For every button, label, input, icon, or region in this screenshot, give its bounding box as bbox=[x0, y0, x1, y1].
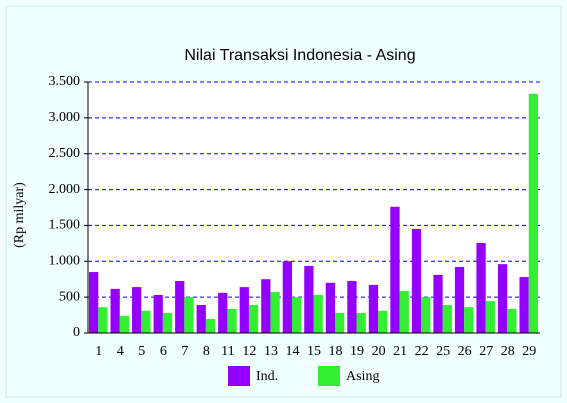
bar bbox=[227, 308, 237, 333]
bar bbox=[184, 297, 194, 333]
bar bbox=[162, 312, 173, 333]
bar bbox=[248, 305, 259, 333]
x-tick-label: 18 bbox=[329, 344, 343, 359]
bar bbox=[485, 301, 495, 333]
y-tick-label: 500 bbox=[59, 289, 80, 304]
bar bbox=[98, 307, 108, 333]
bar bbox=[519, 277, 529, 333]
bar bbox=[335, 312, 345, 333]
bar bbox=[356, 312, 366, 333]
bar bbox=[325, 282, 336, 333]
x-tick-label: 4 bbox=[117, 344, 124, 359]
bar bbox=[89, 272, 99, 333]
x-tick-label: 19 bbox=[350, 344, 364, 359]
bar bbox=[132, 287, 142, 333]
legend-label: Ind. bbox=[256, 369, 278, 384]
bar bbox=[497, 264, 508, 333]
y-tick-label: 3.500 bbox=[49, 74, 81, 89]
x-tick-label: 11 bbox=[221, 344, 234, 359]
x-tick-label: 14 bbox=[285, 344, 299, 359]
bar bbox=[141, 310, 151, 333]
y-tick-label: 1.500 bbox=[49, 218, 81, 233]
x-tick-label: 13 bbox=[264, 344, 278, 359]
x-tick-label: 1 bbox=[95, 344, 102, 359]
bar bbox=[282, 261, 292, 333]
bar bbox=[347, 281, 357, 333]
bar bbox=[261, 279, 271, 333]
bar bbox=[528, 93, 538, 333]
bar bbox=[476, 242, 486, 333]
bar bbox=[175, 281, 185, 333]
x-tick-label: 26 bbox=[458, 344, 472, 359]
x-tick-label: 20 bbox=[372, 344, 386, 359]
bar bbox=[399, 291, 409, 333]
bar bbox=[239, 287, 249, 333]
x-tick-label: 6 bbox=[160, 344, 167, 359]
bar bbox=[153, 294, 163, 333]
x-tick-label: 15 bbox=[307, 344, 321, 359]
legend-swatch bbox=[318, 366, 340, 386]
bar bbox=[368, 284, 379, 333]
bar bbox=[442, 305, 452, 333]
bar bbox=[464, 307, 474, 333]
bar bbox=[390, 206, 400, 333]
legend-label: Asing bbox=[346, 369, 379, 384]
x-tick-label: 5 bbox=[138, 344, 145, 359]
bar bbox=[270, 292, 280, 333]
bar bbox=[291, 297, 302, 333]
legend-swatch bbox=[228, 366, 250, 386]
x-tick-label: 29 bbox=[522, 344, 536, 359]
bar bbox=[507, 308, 517, 333]
plot-area bbox=[88, 82, 540, 333]
bar bbox=[411, 229, 422, 333]
bar bbox=[119, 315, 130, 333]
bar bbox=[304, 265, 314, 333]
x-tick-label: 25 bbox=[436, 344, 450, 359]
y-tick-label: 2.000 bbox=[49, 182, 81, 197]
bar bbox=[205, 319, 216, 333]
x-tick-label: 7 bbox=[181, 344, 188, 359]
y-axis-label: (Rp milyar) bbox=[12, 182, 27, 248]
y-tick-label: 2.500 bbox=[49, 146, 81, 161]
x-tick-label: 12 bbox=[242, 344, 256, 359]
bar bbox=[454, 267, 465, 333]
frame bbox=[5, 5, 562, 398]
x-tick-label: 27 bbox=[479, 344, 493, 359]
bar bbox=[421, 297, 431, 333]
x-tick-label: 28 bbox=[501, 344, 515, 359]
bar bbox=[218, 292, 228, 333]
x-tick-label: 8 bbox=[203, 344, 210, 359]
y-tick-label: 3.000 bbox=[49, 110, 81, 125]
bar bbox=[313, 294, 323, 333]
x-tick-label: 21 bbox=[393, 344, 407, 359]
y-tick-label: 0 bbox=[73, 325, 80, 340]
y-tick-label: 1.000 bbox=[49, 254, 81, 269]
bar bbox=[196, 305, 206, 333]
bar bbox=[433, 274, 443, 333]
x-tick-label: 22 bbox=[415, 344, 429, 359]
chart-title: Nilai Transaksi Indonesia - Asing bbox=[184, 47, 415, 64]
bar bbox=[378, 310, 388, 333]
bar bbox=[110, 288, 120, 333]
